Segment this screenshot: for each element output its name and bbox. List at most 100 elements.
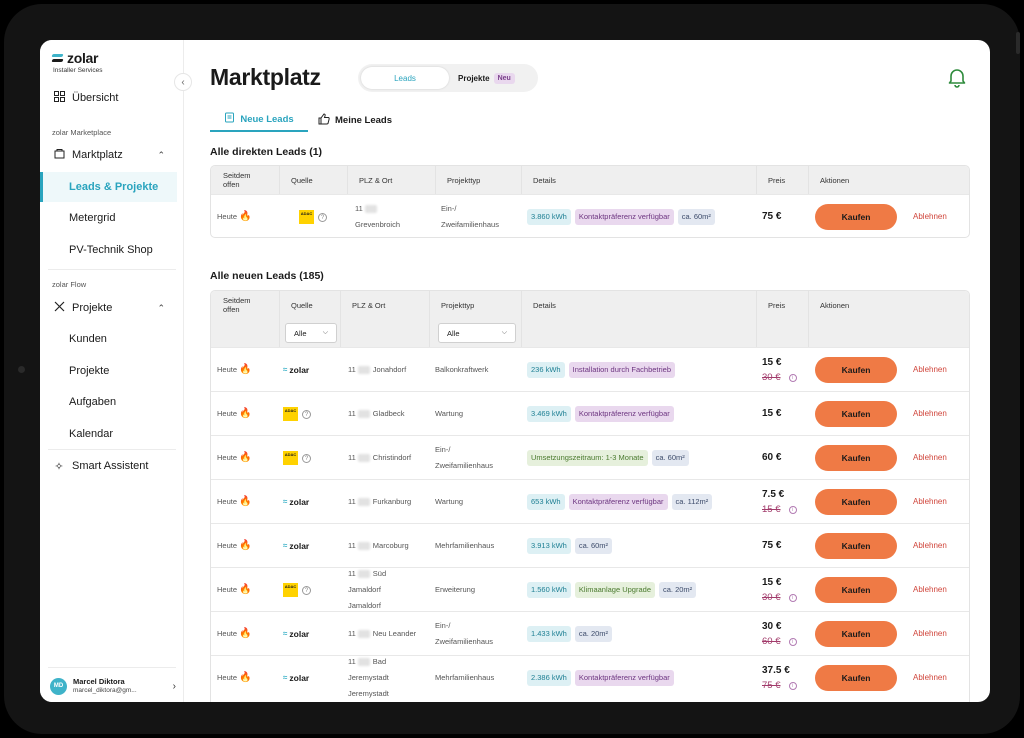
sidebar-item-projects[interactable]: Projekte ⌃ (40, 296, 183, 320)
price-cell: 15 € 30 € i (762, 577, 797, 604)
column-header-source: Quelle (291, 175, 313, 185)
info-icon[interactable]: i (788, 682, 797, 690)
chevron-down-icon: ⌵ (322, 329, 328, 336)
project-type-line: Zweifamilienhaus (441, 220, 499, 229)
project-type-line: Mehrfamilienhaus (435, 541, 495, 550)
filter-value: Alle (447, 328, 460, 338)
source-value: zolar (289, 629, 310, 639)
sidebar-item-label: Aufgaben (69, 396, 117, 408)
source-cell: ≈ zolar (283, 524, 309, 568)
sidebar-item-leads-projects[interactable]: Leads & Projekte (40, 172, 177, 202)
since-value: Heute (217, 585, 238, 594)
price-value: 30 € (762, 621, 782, 632)
reject-button[interactable]: Ablehnen (913, 212, 947, 221)
info-icon[interactable]: i (788, 638, 797, 646)
project-type-cell: Ein-/ Zweifamilienhaus (435, 612, 521, 656)
sidebar-item-customers[interactable]: Kunden (40, 327, 183, 351)
lead-tabs: Neue Leads Meine Leads (210, 108, 405, 133)
tab-my-leads[interactable]: Meine Leads (318, 108, 392, 132)
table-row[interactable]: Heute 🔥 ≈ zolar 11 Marcoburg Mehrfamilienhaus 3… (211, 523, 969, 568)
since-value: Heute (217, 212, 238, 221)
user-profile[interactable]: MD Marcel Diktora marcel_diktora@gm... › (50, 677, 176, 695)
chevron-up-icon: ⌃ (157, 149, 165, 160)
sidebar-item-calendar[interactable]: Kalendar (40, 422, 183, 446)
filter-value: Alle (294, 328, 307, 338)
collapse-sidebar-button[interactable]: ‹ (174, 73, 192, 91)
column-header-details: Details (533, 175, 556, 185)
buy-button[interactable]: Kaufen (815, 489, 897, 515)
sidebar-item-metergrid[interactable]: Metergrid (40, 206, 183, 230)
buy-button[interactable]: Kaufen (815, 533, 897, 559)
table-header: Seitdem offen Quelle PLZ & Ort Projekttyp De… (211, 291, 969, 347)
table-row[interactable]: Heute 🔥 ADAC? 11 Süd Jamaldorf Jamaldorf Erweit… (211, 567, 969, 611)
table-row[interactable]: Heute 🔥 ADAC? 11 Gladbeck Wartung 3.469 kWh Kon… (211, 391, 969, 435)
toggle-leads[interactable]: Leads (361, 67, 449, 89)
side-button (1016, 32, 1020, 54)
brand-logo[interactable]: zolar Installer Services (52, 50, 103, 74)
project-type-line: Ein-/ (441, 204, 457, 213)
avatar: MD (50, 677, 67, 695)
detail-chip: 653 kWh (527, 494, 565, 510)
tools-icon (52, 301, 66, 315)
reject-button[interactable]: Ablehnen (913, 541, 947, 550)
reject-button[interactable]: Ablehnen (913, 629, 947, 638)
sidebar-item-overview[interactable]: Übersicht (40, 86, 183, 110)
zolar-mark-icon: ≈ (283, 629, 288, 638)
buy-button[interactable]: Kaufen (815, 445, 897, 471)
reject-button[interactable]: Ablehnen (913, 365, 947, 374)
plz-value: 11 (348, 569, 356, 578)
toggle-projects[interactable]: Projekte Neu (458, 67, 515, 89)
old-price-value: 30 € (762, 372, 781, 383)
help-icon[interactable]: ? (302, 453, 311, 463)
column-header-price: Preis (768, 175, 786, 185)
plz-value: 11 (348, 629, 356, 638)
since-value: Heute (217, 365, 238, 374)
buy-button[interactable]: Kaufen (815, 665, 897, 691)
source-filter-select[interactable]: Alle ⌵ (285, 323, 337, 343)
sidebar-item-smart-assistant[interactable]: ✧ Smart Assistent (40, 454, 183, 478)
reject-button[interactable]: Ablehnen (913, 409, 947, 418)
sidebar-item-label: Kalendar (69, 428, 114, 440)
table-row[interactable]: Heute 🔥 ADAC? 11 Christindorf Ein-/ Zweifamili… (211, 435, 969, 479)
project-type-line: Balkonkraftwerk (435, 365, 489, 374)
sidebar-item-pv-shop[interactable]: PV-Technik Shop (40, 238, 183, 262)
sidebar-item-projects-sub[interactable]: Projekte (40, 359, 183, 383)
table-row[interactable]: Heute 🔥 ≈ zolar 11 Furkanburg Wartung 653 kWh Ko… (211, 479, 969, 523)
buy-button[interactable]: Kaufen (815, 357, 897, 383)
tab-new-leads[interactable]: Neue Leads (210, 108, 308, 132)
help-icon[interactable]: ? (302, 585, 311, 595)
buy-button[interactable]: Kaufen (815, 621, 897, 647)
bell-icon[interactable] (946, 66, 968, 88)
reject-button[interactable]: Ablehnen (913, 585, 947, 594)
city-value: Christindorf (372, 453, 412, 462)
reject-button[interactable]: Ablehnen (913, 673, 947, 682)
detail-chip: 3.913 kWh (527, 538, 571, 554)
plz-value: 11 (348, 497, 356, 506)
info-icon[interactable]: i (788, 506, 797, 514)
table-row[interactable]: Heute 🔥 ≈ zolar 11 Jonahdorf Balkonkraftwerk 23… (211, 347, 969, 391)
city-value: Jamaldorf (348, 601, 381, 610)
table-row[interactable]: Heute 🔥 ADAC? 11 Grevenbroich Ein-/ Zweifamili… (211, 194, 969, 237)
help-icon[interactable]: ? (302, 409, 311, 419)
info-icon[interactable]: i (788, 374, 797, 382)
reject-button[interactable]: Ablehnen (913, 497, 947, 506)
column-header-plz: PLZ & Ort (359, 175, 393, 185)
chevron-right-icon: › (172, 680, 176, 692)
inbox-icon (224, 112, 235, 126)
buy-button[interactable]: Kaufen (815, 204, 897, 230)
sidebar-item-tasks[interactable]: Aufgaben (40, 390, 183, 414)
buy-button[interactable]: Kaufen (815, 577, 897, 603)
table-row[interactable]: Heute 🔥 ≈ zolar 11 Neu Leander Ein-/ Zweifamili… (211, 611, 969, 656)
type-filter-select[interactable]: Alle ⌵ (438, 323, 516, 343)
sidebar-item-marketplace[interactable]: Marktplatz ⌃ (40, 143, 183, 167)
reject-button[interactable]: Ablehnen (913, 453, 947, 462)
help-icon[interactable]: ? (318, 212, 327, 222)
info-icon[interactable]: i (788, 594, 797, 602)
price-cell: 7.5 € 15 € i (762, 489, 797, 516)
city-value: Jeremystadt (348, 689, 389, 698)
redacted-plz (357, 570, 370, 578)
sidebar-item-label: Leads & Projekte (69, 181, 159, 193)
table-row[interactable]: Heute 🔥 ≈ zolar 11 Bad Jeremystadt Jeremystadt M… (211, 655, 969, 700)
buy-button[interactable]: Kaufen (815, 401, 897, 427)
plz-cell: 11 Bad Jeremystadt Jeremystadt (348, 656, 427, 700)
